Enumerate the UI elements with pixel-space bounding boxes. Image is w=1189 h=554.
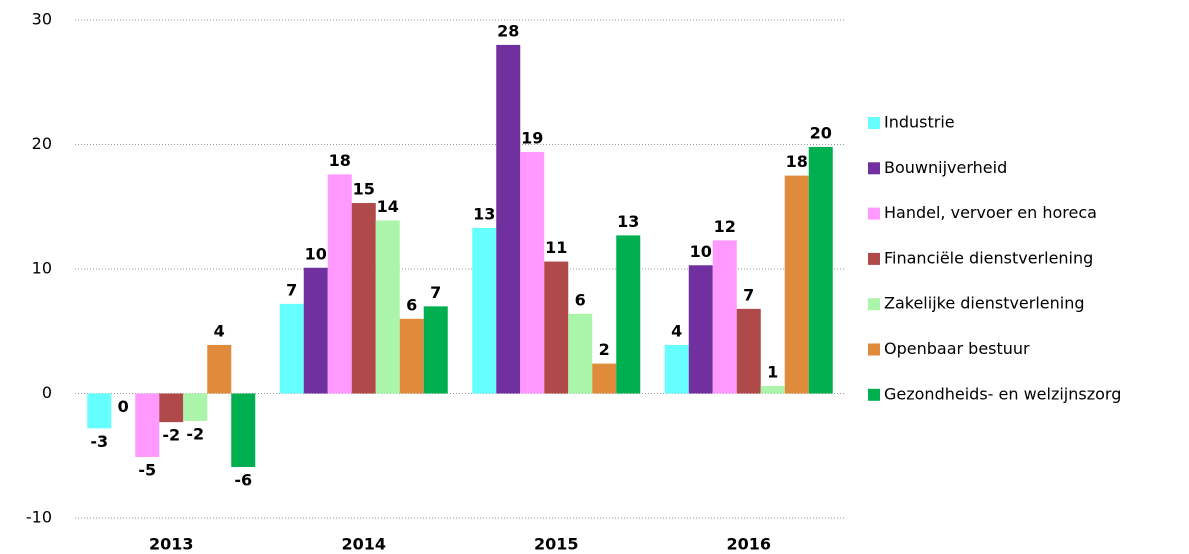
bar bbox=[135, 393, 160, 457]
legend-label: Bouwnijverheid bbox=[884, 158, 1007, 177]
value-label: 15 bbox=[353, 180, 375, 199]
legend-swatch bbox=[868, 343, 880, 356]
value-label: 4 bbox=[214, 321, 225, 340]
value-label: 7 bbox=[286, 280, 297, 299]
value-label: 19 bbox=[521, 128, 543, 147]
bar bbox=[231, 393, 256, 467]
value-label: 11 bbox=[545, 238, 567, 257]
bar bbox=[399, 318, 424, 394]
value-label: 18 bbox=[329, 151, 351, 170]
bar bbox=[423, 306, 448, 394]
y-tick-label: 10 bbox=[32, 259, 52, 278]
value-label: 28 bbox=[497, 21, 519, 40]
y-tick-label: -10 bbox=[26, 508, 52, 527]
bar bbox=[159, 393, 184, 423]
value-label: 20 bbox=[810, 123, 832, 142]
value-label: 2 bbox=[599, 340, 610, 359]
bar bbox=[375, 220, 400, 394]
x-tick-label: 2016 bbox=[726, 535, 771, 554]
bar bbox=[736, 308, 761, 394]
value-label: 6 bbox=[575, 290, 586, 309]
bar bbox=[616, 235, 641, 394]
bar bbox=[520, 151, 545, 394]
value-label: -6 bbox=[234, 470, 252, 489]
bar bbox=[808, 146, 833, 394]
bar bbox=[568, 313, 593, 394]
y-tick-label: 20 bbox=[32, 134, 52, 153]
legend-label: Zakelijke dienstverlening bbox=[884, 294, 1085, 313]
legend-swatch bbox=[868, 207, 880, 220]
value-label: 12 bbox=[714, 217, 736, 236]
bar bbox=[664, 344, 689, 394]
legend-label: Industrie bbox=[884, 113, 955, 132]
legend-label: Handel, vervoer en horeca bbox=[884, 203, 1097, 222]
value-label: 14 bbox=[377, 197, 399, 216]
legend-swatch bbox=[868, 388, 880, 401]
value-label: -2 bbox=[186, 424, 204, 443]
value-label: 10 bbox=[305, 244, 327, 263]
bar bbox=[327, 174, 352, 394]
x-tick-label: 2015 bbox=[534, 535, 579, 554]
bar bbox=[183, 393, 208, 421]
bar bbox=[351, 203, 376, 394]
value-label: -3 bbox=[90, 432, 108, 451]
value-label: 13 bbox=[473, 204, 495, 223]
legend-swatch bbox=[868, 252, 880, 265]
legend-label: Gezondheids- en welzijnszorg bbox=[884, 384, 1121, 403]
bar bbox=[496, 44, 521, 394]
bar bbox=[303, 267, 328, 394]
value-label: -5 bbox=[138, 460, 156, 479]
bar bbox=[472, 227, 497, 394]
bar bbox=[279, 303, 304, 394]
bar bbox=[688, 265, 713, 394]
value-label: 7 bbox=[430, 283, 441, 302]
legend-label: Financiële dienstverlening bbox=[884, 248, 1093, 267]
value-label: 7 bbox=[743, 285, 754, 304]
value-label: 4 bbox=[671, 321, 682, 340]
bar bbox=[784, 175, 809, 394]
value-label: -2 bbox=[162, 426, 180, 445]
legend-swatch bbox=[868, 298, 880, 311]
value-label: 10 bbox=[690, 242, 712, 261]
value-label: 0 bbox=[118, 397, 129, 416]
bar bbox=[87, 393, 112, 429]
x-tick-label: 2014 bbox=[341, 535, 386, 554]
bar bbox=[207, 344, 232, 394]
value-label: 18 bbox=[786, 152, 808, 171]
value-label: 1 bbox=[767, 363, 778, 382]
bar bbox=[592, 363, 617, 394]
bar bbox=[544, 261, 569, 394]
legend-swatch bbox=[868, 117, 880, 129]
x-tick-label: 2013 bbox=[149, 535, 194, 554]
value-label: 13 bbox=[617, 212, 639, 231]
y-tick-label: 30 bbox=[32, 10, 52, 29]
y-tick-label: 0 bbox=[42, 383, 52, 402]
legend-swatch bbox=[868, 162, 880, 175]
value-label: 6 bbox=[406, 295, 417, 314]
bar bbox=[760, 386, 785, 394]
legend-label: Openbaar bestuur bbox=[884, 339, 1030, 358]
bar bbox=[712, 240, 737, 394]
